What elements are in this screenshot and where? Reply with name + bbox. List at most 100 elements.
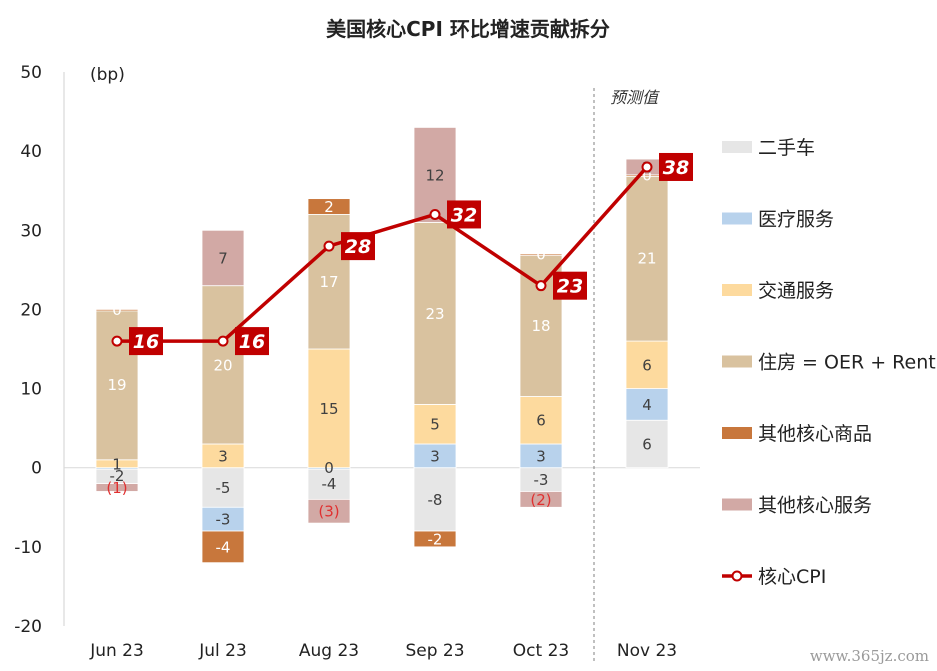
bar-value-label: 2 bbox=[324, 198, 334, 216]
core-cpi-line bbox=[117, 165, 649, 343]
legend-label: 其他核心服务 bbox=[758, 495, 872, 517]
core-cpi-marker bbox=[535, 280, 547, 292]
core-cpi-marker bbox=[429, 208, 441, 220]
legend-label: 二手车 bbox=[758, 137, 815, 159]
bar-segment bbox=[413, 467, 457, 532]
bar-value-label: 17 bbox=[319, 273, 338, 291]
x-tick-label: Nov 23 bbox=[617, 641, 677, 661]
core-cpi-marker bbox=[641, 161, 653, 173]
bar-value-label: 21 bbox=[637, 249, 656, 267]
core-cpi-value-label: 28 bbox=[345, 236, 371, 258]
bar-value-label: -2 bbox=[110, 467, 125, 485]
y-tick-label: 0 bbox=[31, 459, 42, 479]
legend-swatch bbox=[722, 141, 752, 153]
bar-value-label: (3) bbox=[318, 503, 339, 521]
y-tick-label: 30 bbox=[20, 221, 42, 241]
legend-swatch bbox=[722, 498, 752, 511]
y-tick-label: 10 bbox=[20, 380, 42, 400]
bar-value-label: -8 bbox=[428, 491, 443, 509]
x-tick-label: Aug 23 bbox=[299, 641, 359, 661]
legend-swatch bbox=[722, 212, 752, 225]
bars-layer bbox=[95, 127, 669, 564]
x-tick-label: Oct 23 bbox=[513, 641, 569, 661]
bar-value-label: -4 bbox=[216, 538, 231, 556]
bar-segment bbox=[413, 403, 457, 445]
bar-segment bbox=[201, 285, 245, 445]
core-cpi-marker bbox=[217, 335, 229, 347]
bar-value-label: -5 bbox=[216, 479, 231, 497]
bar-value-label: 18 bbox=[531, 317, 550, 335]
bar-segment bbox=[201, 229, 245, 287]
bar-value-label: 20 bbox=[213, 356, 232, 374]
forecast-label: 预测值 bbox=[610, 88, 660, 107]
core-cpi-label-box bbox=[659, 152, 693, 181]
y-tick-label: 40 bbox=[20, 142, 42, 162]
legend-label: 交通服务 bbox=[758, 280, 834, 302]
y-tick-label: -10 bbox=[14, 538, 42, 558]
bar-value-label: (1) bbox=[106, 479, 127, 497]
core-cpi-line-layer: 16 16 28 32 23 38 bbox=[111, 152, 693, 356]
legend-swatch bbox=[722, 427, 752, 439]
bar-segment bbox=[95, 483, 139, 492]
core-cpi-marker bbox=[323, 240, 335, 252]
bar-value-label: 12 bbox=[425, 166, 444, 184]
core-cpi-value-label: 16 bbox=[239, 331, 265, 353]
legend-swatch bbox=[722, 284, 752, 296]
bar-value-label: 19 bbox=[107, 376, 126, 394]
bar-segment bbox=[413, 221, 457, 405]
bar-value-label: -2 bbox=[428, 530, 443, 548]
bar-value-label: 3 bbox=[218, 447, 228, 465]
bar-value-label: 5 bbox=[430, 416, 440, 434]
y-tick-label: -20 bbox=[14, 617, 42, 637]
bar-value-label: 0 bbox=[324, 459, 334, 477]
core-cpi-label-box bbox=[235, 327, 269, 356]
bar-segment bbox=[625, 340, 669, 389]
bar-segment bbox=[625, 419, 669, 469]
bar-segment bbox=[95, 309, 139, 312]
bar-segment bbox=[519, 491, 563, 508]
bar-segment bbox=[625, 388, 669, 421]
bar-value-label: 6 bbox=[536, 412, 546, 430]
bar-segment bbox=[307, 498, 351, 524]
core-cpi-label-box bbox=[129, 327, 163, 356]
bar-value-label: 3 bbox=[536, 447, 546, 465]
y-unit-label: (bp) bbox=[90, 65, 125, 85]
bar-segment bbox=[307, 467, 351, 500]
bar-value-label: -4 bbox=[322, 475, 337, 493]
legend-label: 医疗服务 bbox=[758, 209, 834, 231]
core-cpi-value-label: 38 bbox=[663, 157, 689, 179]
bar-value-label: (2) bbox=[530, 491, 551, 509]
y-tick-label: 20 bbox=[20, 300, 42, 320]
x-tick-label: Jun 23 bbox=[89, 641, 144, 661]
bar-value-label: 6 bbox=[642, 356, 652, 374]
core-cpi-label-box bbox=[553, 271, 587, 300]
x-tick-label: Sep 23 bbox=[405, 641, 464, 661]
bar-value-label: 0 bbox=[536, 246, 546, 264]
bar-value-label: 15 bbox=[319, 400, 338, 418]
bar-value-label: 7 bbox=[218, 249, 228, 267]
bar-segment bbox=[625, 174, 669, 342]
bar-segment bbox=[201, 467, 245, 508]
bar-value-label: 6 bbox=[642, 435, 652, 453]
bar-segment bbox=[307, 198, 351, 215]
legend-swatch bbox=[722, 355, 752, 368]
core-cpi-value-label: 32 bbox=[451, 204, 477, 226]
bar-value-label: 1 bbox=[112, 455, 122, 473]
legend-label: 住房 = OER + Rent bbox=[758, 352, 936, 374]
bar-segment bbox=[519, 396, 563, 445]
core-cpi-value-label: 16 bbox=[133, 331, 159, 353]
bar-segment bbox=[413, 530, 457, 548]
x-tick-label: Jul 23 bbox=[198, 641, 247, 661]
legend-line-marker bbox=[731, 570, 743, 582]
chart-title: 美国核心CPI 环比增速贡献拆分 bbox=[326, 17, 610, 41]
bar-segment bbox=[201, 530, 245, 564]
y-tick-label: 50 bbox=[20, 63, 42, 83]
watermark: www.365jz.com bbox=[809, 647, 929, 665]
bar-value-label: -3 bbox=[534, 471, 549, 489]
bar-value-label: 23 bbox=[425, 305, 444, 323]
bar-value-label: 4 bbox=[642, 396, 652, 414]
core-cpi-label-box bbox=[341, 232, 375, 261]
